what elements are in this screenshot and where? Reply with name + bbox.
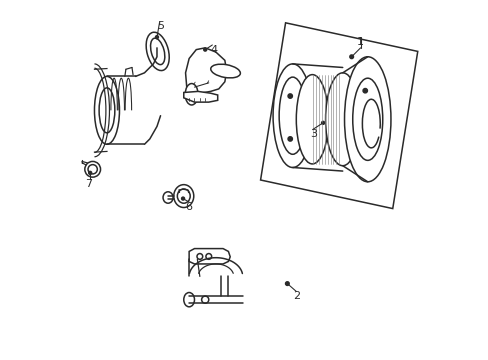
Ellipse shape: [296, 75, 328, 164]
Text: 7: 7: [85, 179, 93, 189]
Text: 2: 2: [292, 291, 299, 301]
Circle shape: [287, 94, 292, 98]
Circle shape: [203, 48, 206, 51]
Ellipse shape: [279, 77, 305, 154]
Text: 4: 4: [210, 45, 217, 55]
Polygon shape: [183, 91, 217, 102]
Circle shape: [197, 253, 203, 259]
Circle shape: [181, 197, 184, 200]
Ellipse shape: [94, 76, 119, 144]
Circle shape: [363, 89, 366, 93]
Circle shape: [287, 137, 292, 141]
Ellipse shape: [99, 88, 115, 133]
Circle shape: [349, 55, 353, 59]
Ellipse shape: [352, 78, 382, 160]
Circle shape: [88, 165, 97, 174]
Ellipse shape: [150, 38, 164, 64]
Ellipse shape: [146, 32, 169, 71]
Circle shape: [155, 36, 158, 39]
Circle shape: [285, 282, 288, 285]
Text: 6: 6: [185, 202, 192, 212]
Circle shape: [321, 121, 324, 124]
Polygon shape: [189, 249, 230, 264]
Circle shape: [84, 161, 101, 177]
Ellipse shape: [163, 192, 173, 203]
Text: 1: 1: [356, 37, 364, 48]
Ellipse shape: [173, 185, 193, 207]
Text: 5: 5: [157, 21, 163, 31]
Ellipse shape: [325, 73, 359, 166]
Ellipse shape: [210, 64, 240, 78]
Circle shape: [201, 296, 208, 303]
Ellipse shape: [272, 64, 312, 167]
Circle shape: [205, 253, 211, 259]
Text: 3: 3: [310, 129, 317, 139]
Ellipse shape: [183, 293, 194, 307]
Ellipse shape: [185, 84, 198, 105]
Circle shape: [88, 171, 91, 174]
Ellipse shape: [177, 189, 190, 203]
Polygon shape: [185, 48, 226, 94]
Ellipse shape: [344, 57, 390, 182]
